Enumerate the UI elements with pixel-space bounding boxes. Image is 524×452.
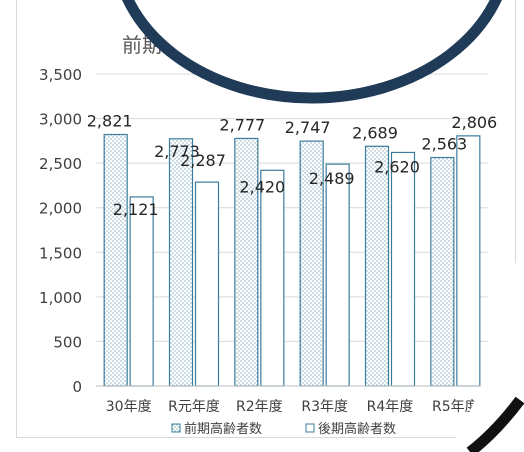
legend-swatch-zenki (171, 423, 181, 433)
data-label: 2,821 (87, 112, 133, 131)
y-tick-label: 2,000 (39, 200, 82, 218)
y-tick-label: 1,500 (39, 244, 82, 262)
bar-kouki (260, 169, 285, 387)
data-label: 2,420 (239, 177, 285, 196)
bar-zenki (168, 138, 194, 387)
x-category-label: R4年度 (367, 399, 414, 415)
lens-ring-right (466, 396, 524, 452)
x-category-label: R2年度 (236, 399, 283, 415)
y-tick-label: 3,000 (39, 111, 82, 129)
bar-zenki (430, 156, 455, 387)
bar-zenki (103, 133, 128, 387)
data-label: 2,747 (285, 118, 331, 137)
bar-kouki (129, 196, 154, 387)
data-label: 2,489 (309, 169, 355, 188)
legend-label: 後期高齢者数 (318, 421, 396, 437)
x-category-label: R3年度 (301, 399, 348, 415)
x-category-label: 30年度 (106, 399, 152, 415)
legend-swatch-kouki (305, 423, 315, 433)
y-tick-label: 0 (72, 378, 82, 396)
legend-label: 前期高齢者数 (184, 421, 262, 437)
bar-kouki (325, 163, 350, 387)
data-label: 2,689 (352, 123, 398, 142)
y-tick-label: 3,500 (39, 66, 82, 84)
bar-kouki (194, 181, 220, 387)
data-label: 2,777 (219, 115, 265, 134)
y-tick-label: 500 (53, 333, 82, 351)
x-category-label: R元年度 (168, 399, 220, 415)
data-label: 2,563 (421, 135, 467, 154)
bar-kouki (390, 151, 416, 387)
lens-ring-top (122, 0, 502, 104)
y-tick-label: 1,000 (39, 289, 82, 307)
data-label: 2,121 (113, 200, 159, 219)
bar-zenki (234, 137, 259, 387)
data-label: 2,806 (451, 113, 497, 132)
x-category-label: R5年度 (432, 399, 479, 415)
data-label: 2,620 (374, 157, 420, 176)
bar-kouki (456, 135, 481, 387)
lens-cover-right (448, 210, 524, 452)
y-tick-label: 2,500 (39, 155, 82, 173)
data-label: 2,773 (154, 142, 200, 161)
data-label: 2,287 (180, 151, 226, 170)
bar-zenki (364, 145, 390, 387)
